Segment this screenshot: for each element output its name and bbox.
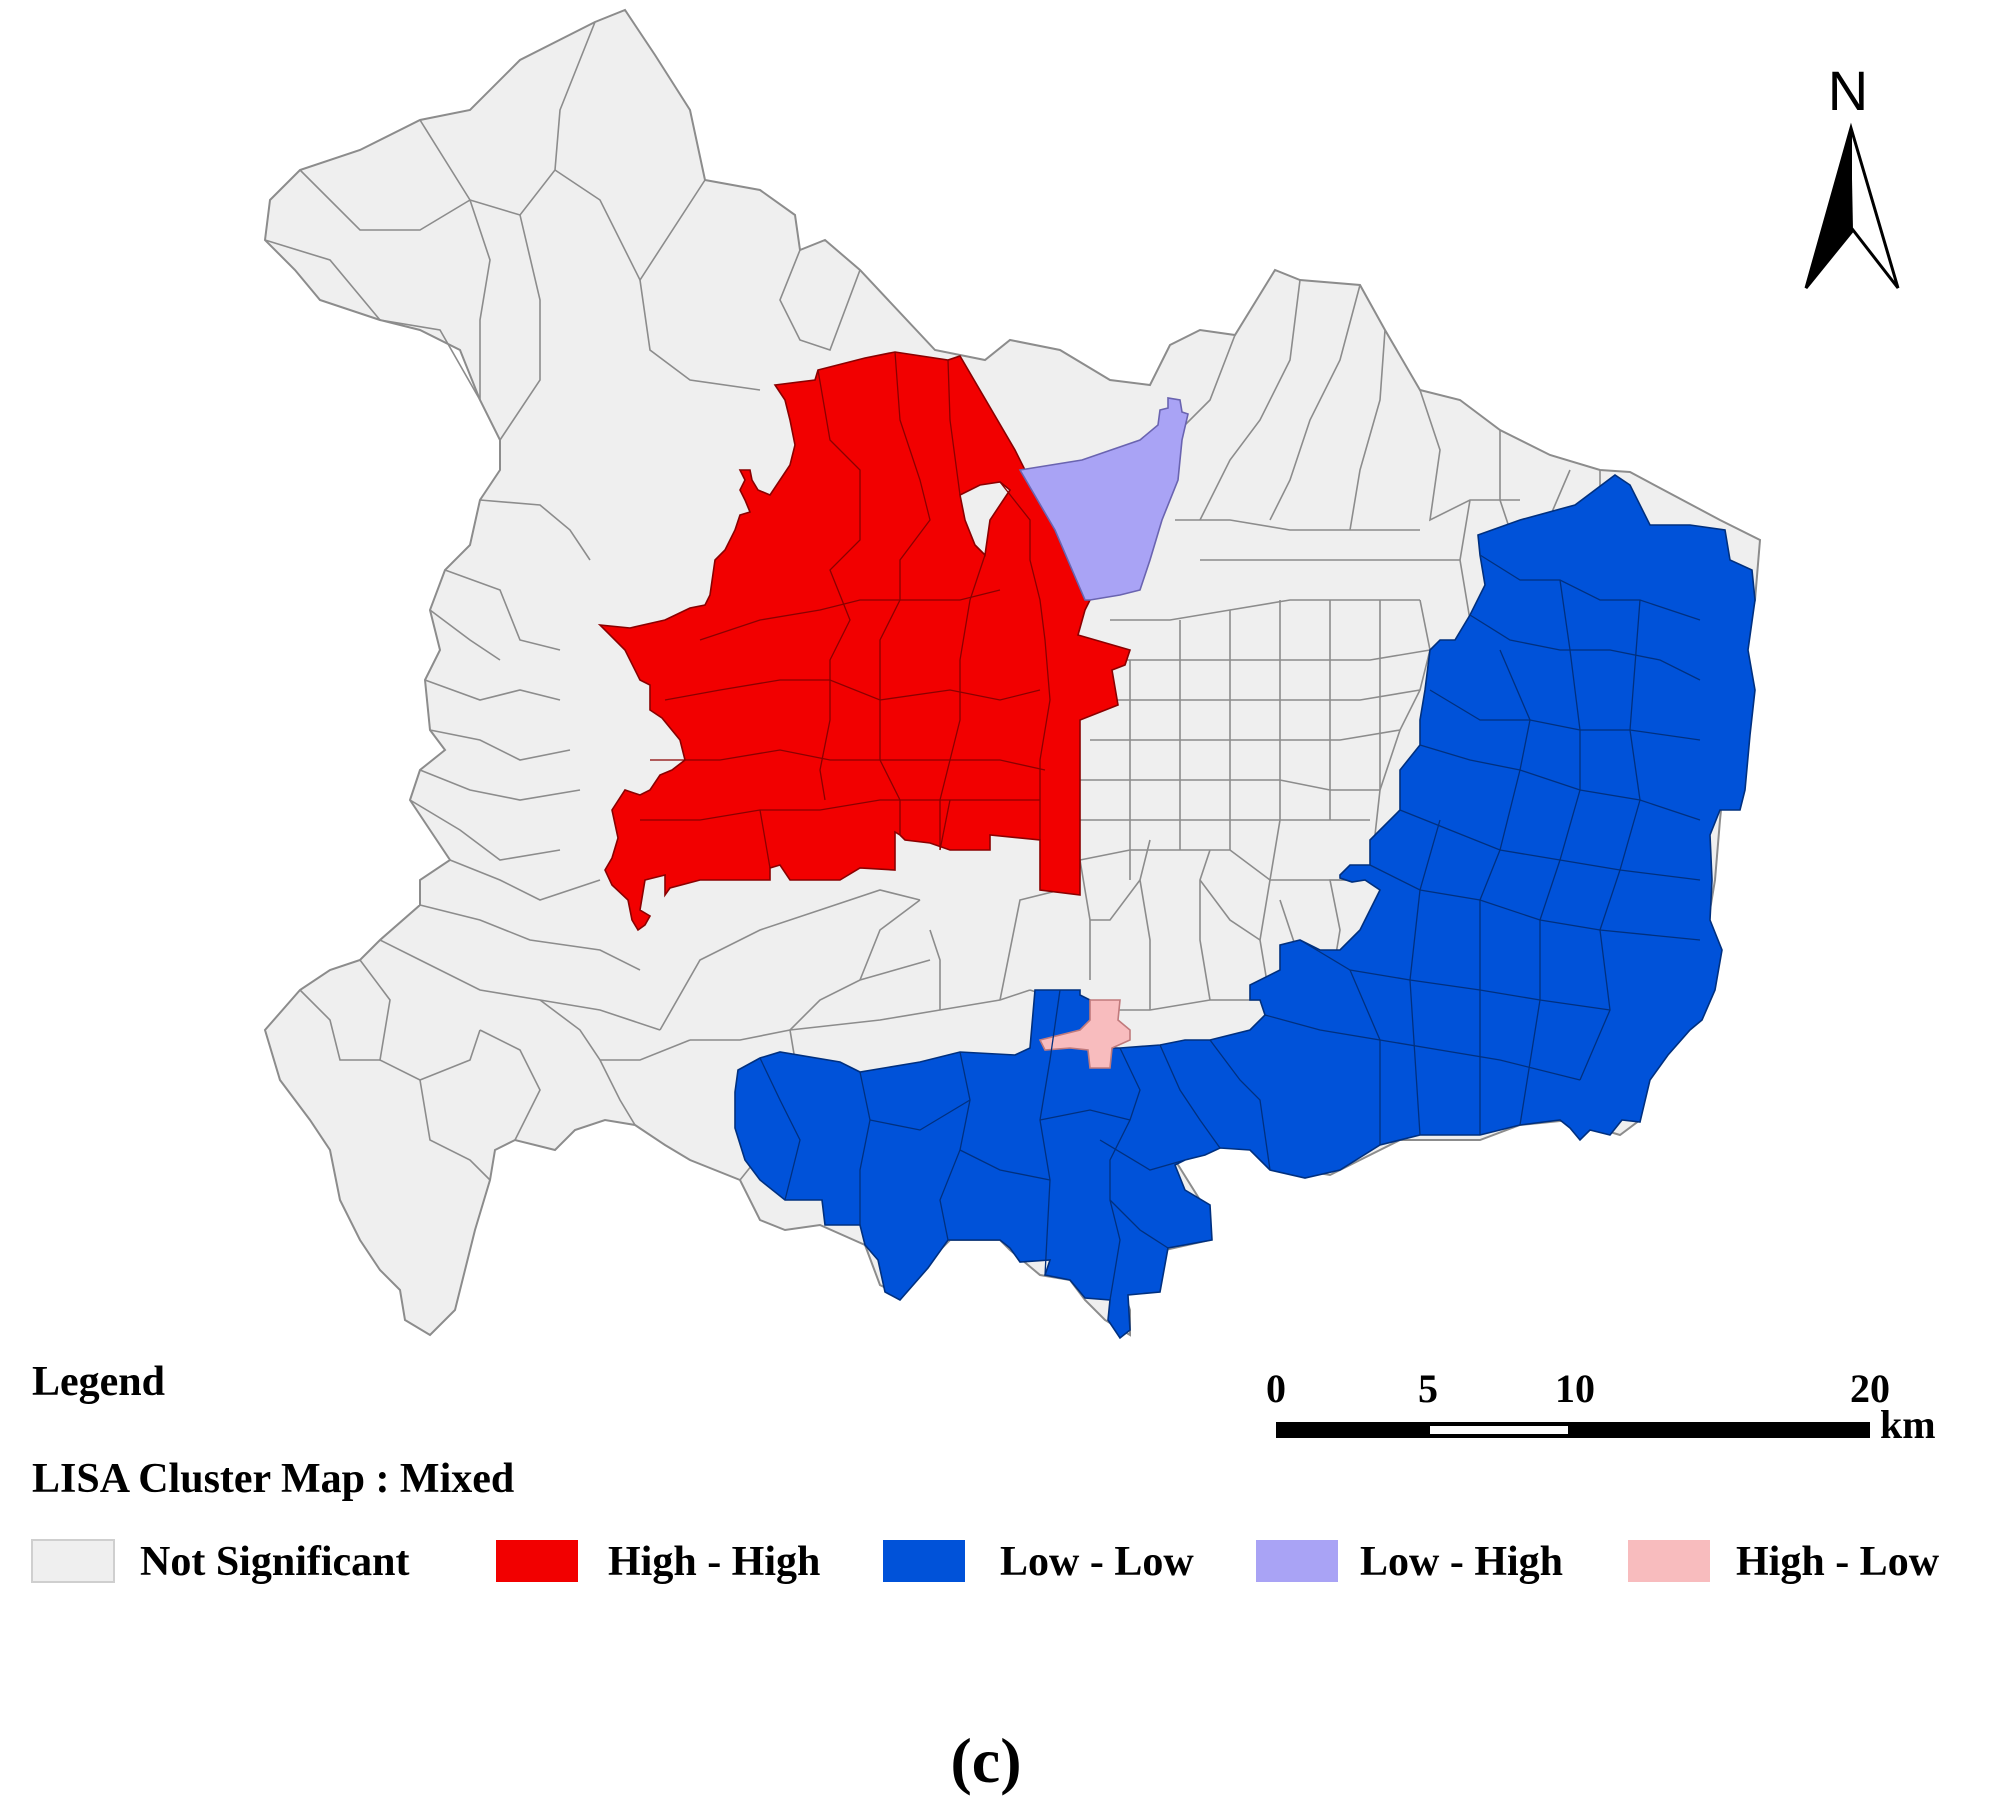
scale-unit: km — [1880, 1402, 1936, 1447]
legend-swatch-high-high — [496, 1540, 578, 1582]
figure-caption: (c) — [950, 1725, 1021, 1796]
high-high-boundaries — [640, 351, 1051, 869]
scale-bar: 0 5 10 20 km — [1266, 1366, 1936, 1447]
region-low-high — [1018, 397, 1189, 601]
legend-label-high-low: High - Low — [1736, 1539, 1940, 1585]
legend-swatch-low-low — [883, 1540, 965, 1582]
region-low-low-east — [734, 474, 1756, 1340]
north-arrow: N — [1804, 59, 1900, 289]
legend-label-high-high: High - High — [608, 1539, 820, 1585]
low-low-boundaries — [759, 554, 1701, 1301]
north-label: N — [1828, 59, 1868, 122]
scale-tick-20: 20 — [1850, 1366, 1890, 1411]
scale-bar-segment-5-10 — [1426, 1422, 1572, 1438]
region-high-low — [1038, 999, 1131, 1069]
scale-bar-segment-0-5 — [1276, 1422, 1428, 1438]
legend-swatch-not-significant — [31, 1539, 115, 1583]
legend-label-low-low: Low - Low — [1000, 1539, 1194, 1585]
legend: Legend LISA Cluster Map : Mixed Not Sign… — [31, 1359, 1940, 1585]
scale-tick-5: 5 — [1418, 1366, 1438, 1411]
region-notch-not-significant — [959, 481, 1012, 557]
legend-label-not-significant: Not Significant — [140, 1539, 410, 1585]
north-arrow-dark-half-icon — [1806, 128, 1853, 288]
scale-bar-segment-10-20 — [1570, 1422, 1870, 1438]
legend-title: LISA Cluster Map : Mixed — [32, 1456, 514, 1502]
legend-label-low-high: Low - High — [1360, 1539, 1563, 1585]
legend-swatch-high-low — [1628, 1540, 1710, 1582]
legend-heading: Legend — [32, 1359, 165, 1405]
scale-tick-10: 10 — [1555, 1366, 1595, 1411]
legend-swatch-low-high — [1256, 1540, 1338, 1582]
scale-tick-0: 0 — [1266, 1366, 1286, 1411]
